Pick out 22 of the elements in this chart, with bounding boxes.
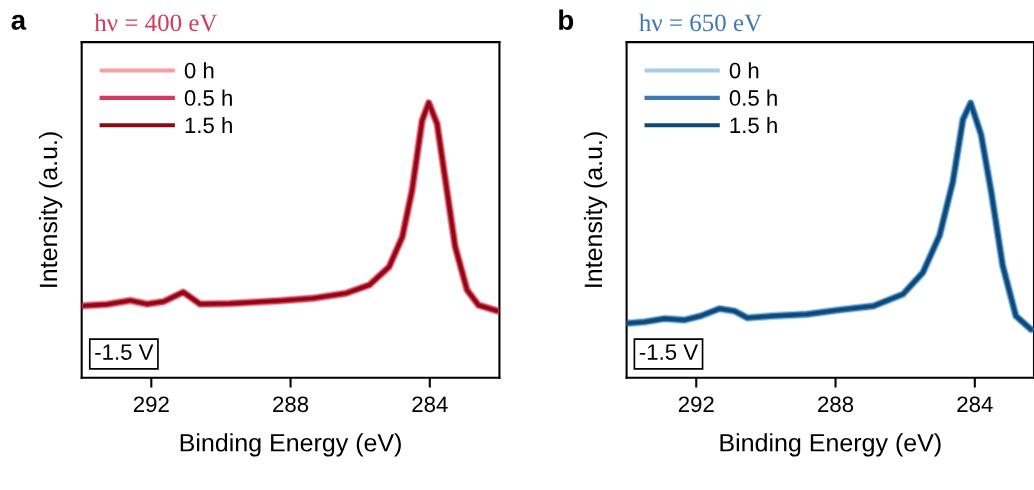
x-tick-label: 284 xyxy=(412,396,448,413)
y-axis-title: Intensity (a.u.) xyxy=(583,132,608,287)
x-tick-label: 292 xyxy=(133,396,169,413)
legend-label: 0 h xyxy=(184,62,214,79)
text: a xyxy=(11,14,27,30)
legend-label: 1.5 h xyxy=(185,116,232,134)
legend-label: 0 h xyxy=(729,62,759,79)
x-tick-label: 288 xyxy=(818,396,854,413)
annotation: -1.5 V xyxy=(95,344,154,360)
x-tick-label: 284 xyxy=(957,396,993,413)
chart-title: hν = 400 eV xyxy=(94,13,218,32)
legend-label: 0.5 h xyxy=(729,89,777,106)
x-tick-label: 288 xyxy=(273,396,309,413)
x-axis-title: Binding Energy (eV) xyxy=(720,433,941,457)
legend-label: 0.5 h xyxy=(184,89,232,106)
legend-label: 1.5 h xyxy=(730,116,777,134)
x-tick-label: 292 xyxy=(678,396,714,413)
y-axis-title: Intensity (a.u.) xyxy=(38,132,63,287)
x-axis-title: Binding Energy (eV) xyxy=(180,433,401,457)
chart-title: hν = 650 eV xyxy=(639,13,762,32)
text: b xyxy=(559,9,574,30)
annotation: -1.5 V xyxy=(639,344,699,360)
